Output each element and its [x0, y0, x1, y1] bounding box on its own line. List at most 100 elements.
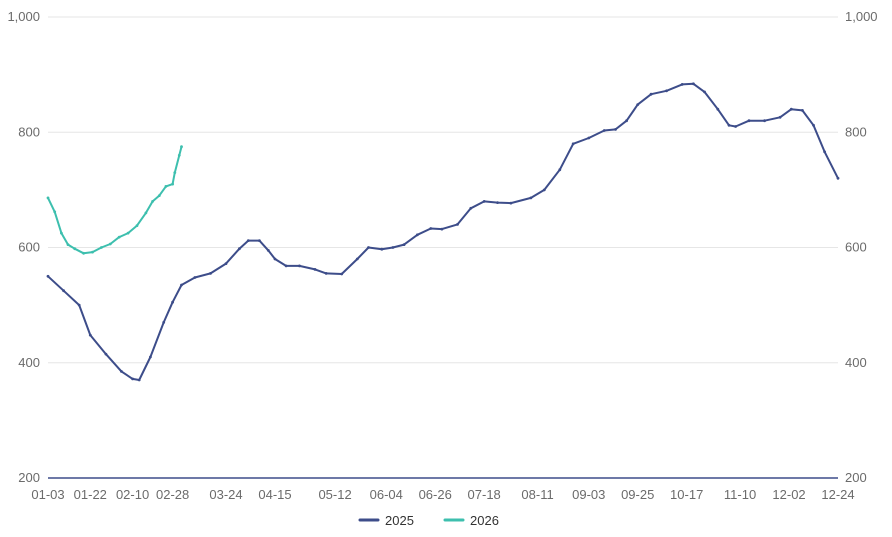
x-tick-label: 10-17	[670, 487, 703, 502]
data-point-2025-09-03	[587, 136, 591, 140]
y-tick-label-right: 200	[845, 470, 867, 485]
data-point-2025-09-15	[614, 127, 617, 131]
y-tick-label-left: 400	[18, 355, 40, 370]
data-point-2025-05-08	[324, 272, 328, 275]
data-point-2025-02-24	[162, 321, 166, 324]
data-point-2025-12-08	[801, 109, 804, 112]
data-point-2025-12-13	[812, 123, 815, 127]
series-line-2025	[47, 82, 839, 381]
data-point-2025-11-21	[763, 119, 766, 123]
x-tick-label: 12-24	[821, 487, 854, 502]
data-point-2025-10-31	[716, 107, 720, 111]
x-tick-label: 02-10	[116, 487, 149, 502]
data-point-2025-03-04	[180, 283, 183, 287]
data-point-2025-09-20	[625, 119, 628, 123]
x-tick-label: 02-28	[156, 487, 189, 502]
y-tick-label-right: 600	[845, 240, 867, 255]
y-tick-label-right: 800	[845, 124, 867, 139]
data-point-2026-02-04	[117, 235, 121, 239]
data-point-2026-02-12	[135, 224, 139, 228]
data-point-2025-04-26	[298, 264, 301, 268]
data-point-2025-06-24	[429, 227, 433, 230]
data-point-2026-01-27	[100, 246, 103, 249]
legend: 2025 2026	[358, 513, 499, 528]
legend-item-2025[interactable]: 2025	[358, 513, 414, 528]
data-point-2025-03-24	[224, 262, 228, 265]
data-point-2026-02-16	[144, 211, 148, 215]
x-tick-label: 06-04	[370, 487, 403, 502]
x-tick-label: 07-18	[468, 487, 501, 502]
data-point-2025-02-13	[137, 378, 141, 382]
y-tick-label-right: 1,000	[845, 9, 878, 24]
data-point-2025-04-15	[273, 257, 277, 261]
data-point-2025-01-10	[62, 289, 65, 293]
legend-label-2026: 2026	[470, 513, 499, 528]
data-point-2025-06-07	[391, 246, 395, 249]
data-point-2025-01-29	[104, 352, 108, 356]
x-tick-label: 05-12	[318, 487, 351, 502]
x-tick-label: 08-11	[521, 487, 553, 502]
data-point-2026-03-04	[180, 145, 183, 149]
data-point-2026-01-03	[46, 196, 50, 200]
data-point-2025-08-27	[571, 142, 575, 146]
data-point-2026-01-06	[53, 210, 57, 214]
data-point-2026-03-01	[173, 171, 177, 175]
data-point-2025-06-18	[416, 233, 419, 237]
data-point-2025-04-20	[284, 264, 288, 268]
data-point-2026-02-25	[164, 185, 168, 188]
x-tick-label: 09-25	[621, 487, 654, 502]
x-tick-label: 12-02	[772, 487, 805, 502]
data-point-2025-05-15	[340, 272, 344, 276]
data-point-2025-02-28	[171, 300, 175, 304]
series-2025	[46, 82, 840, 382]
data-point-2025-10-08	[665, 89, 668, 93]
y-tick-label-left: 600	[18, 240, 40, 255]
series-layer	[46, 82, 840, 382]
data-point-2026-01-15	[73, 247, 77, 251]
data-point-2025-07-12	[469, 206, 473, 210]
y-tick-label-left: 1,000	[7, 9, 40, 24]
data-point-2026-02-19	[151, 200, 155, 203]
data-point-2025-12-03	[789, 107, 793, 111]
legend-item-2026[interactable]: 2026	[443, 513, 499, 528]
y-axis-left: 200 400 600 800 1,000	[7, 9, 40, 485]
data-point-2025-04-08	[258, 239, 261, 243]
data-point-2025-10-20	[692, 82, 695, 86]
data-point-2025-04-03	[246, 239, 250, 243]
data-point-2025-11-14	[747, 119, 751, 123]
grid-layer	[48, 16, 838, 479]
data-point-2025-12-18	[823, 150, 826, 154]
data-point-2026-03-03	[177, 153, 181, 157]
data-point-2026-01-09	[60, 231, 63, 235]
x-tick-label: 11-10	[724, 487, 756, 502]
data-point-2026-02-28	[171, 182, 175, 186]
data-point-2025-03-17	[209, 272, 212, 275]
data-point-2026-01-12	[66, 243, 70, 247]
data-point-2026-01-31	[108, 242, 112, 246]
data-point-2026-01-23	[91, 250, 94, 254]
data-point-2025-09-10	[602, 129, 606, 132]
data-point-2026-01-19	[82, 251, 85, 255]
x-tick-label: 06-26	[419, 487, 452, 502]
data-point-2025-03-10	[193, 276, 197, 279]
x-axis: 01-03 01-22 02-10 02-28 03-24 04-15 05-12 06-04…	[31, 487, 854, 502]
data-point-2025-06-29	[440, 227, 444, 231]
data-point-2025-01-22	[88, 333, 92, 337]
data-point-2025-08-08	[529, 196, 533, 200]
data-point-2025-11-05	[727, 123, 731, 127]
y-axis-right: 200 400 600 800 1,000	[845, 9, 878, 485]
legend-label-2025: 2025	[385, 513, 414, 528]
data-point-2026-02-08	[126, 231, 130, 235]
data-point-2025-10-25	[703, 90, 706, 94]
series-line-2026	[47, 145, 183, 255]
data-point-2025-05-03	[313, 268, 317, 271]
data-point-2025-05-22	[355, 257, 359, 261]
x-tick-label: 01-22	[74, 487, 107, 502]
data-point-2025-07-30	[509, 201, 513, 205]
data-point-2025-11-28	[778, 115, 782, 119]
data-point-2025-08-21	[558, 168, 562, 172]
data-point-2025-08-14	[542, 188, 546, 192]
data-point-2025-04-12	[266, 249, 270, 252]
